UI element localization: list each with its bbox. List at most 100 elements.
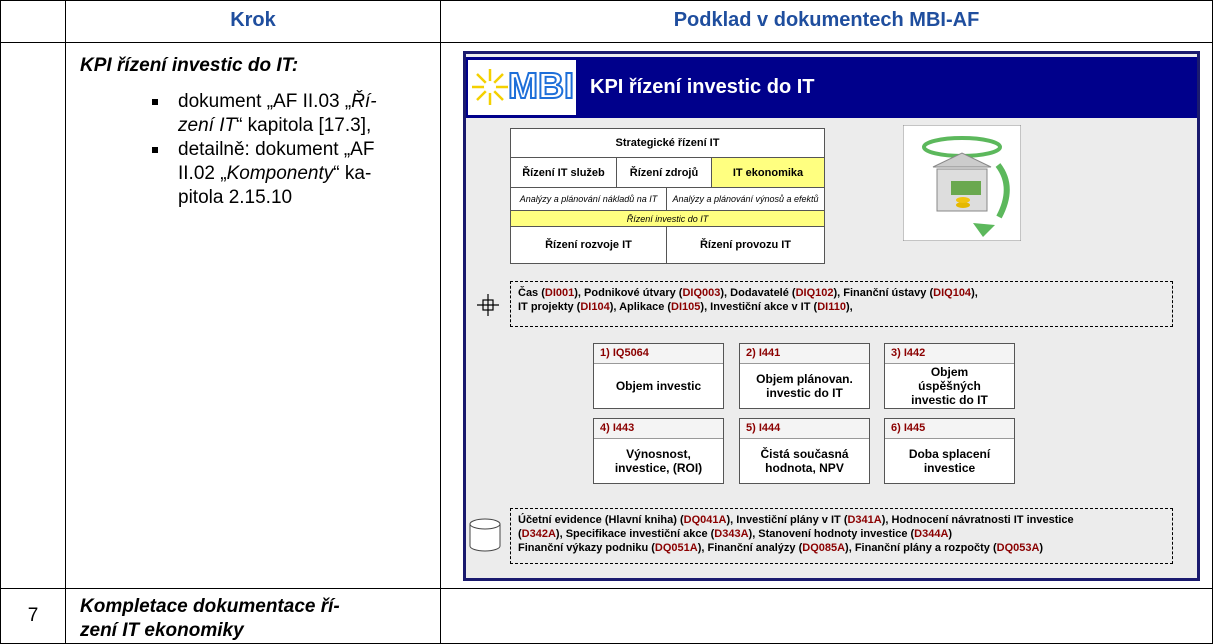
text-run: Komponenty [226, 163, 334, 184]
text-run: ), Investiční akce v IT ( [700, 301, 818, 313]
text-run: ), Podnikové útvary ( [574, 287, 683, 299]
text-run: D344A [914, 528, 949, 540]
cell [0, 0, 66, 43]
text-run: “ kapitola [17.3], [236, 115, 372, 136]
text-run: DQ085A [802, 542, 846, 554]
kpi-name: Výnosnost, investice, (ROI) [614, 447, 703, 475]
kpi-id: 5) I444 [740, 419, 869, 439]
diagram-cell: Řízení zdrojů [616, 157, 712, 188]
kpi-box: 1) IQ5064 Objem investic [593, 343, 724, 409]
text-run: Ří- [351, 91, 377, 112]
text-run: ), Dodavatelé ( [720, 287, 796, 299]
kpi-id: 2) I441 [740, 344, 869, 364]
diagram-cell: IT ekonomika [711, 157, 825, 188]
kpi-name: Doba splacení investice [908, 447, 991, 475]
kpi-id: 3) I442 [885, 344, 1014, 364]
text-run: DIQ104 [933, 287, 972, 299]
text-run: ) [948, 528, 953, 540]
diagram-cell: Analýzy a plánování nákladů na IT [510, 187, 667, 211]
text-run: ), [845, 301, 853, 313]
kpi-box: 6) I445 Doba splacení investice [884, 418, 1015, 484]
text-run: ), Hodnocení návratnosti IT investice [881, 514, 1074, 526]
text-run: dokument „AF II.03 „ [178, 91, 352, 112]
text-run: ), Finanční analýzy ( [697, 542, 803, 554]
kpi-box: 5) I444 Čistá současná hodnota, NPV [739, 418, 870, 484]
text-line: Finanční výkazy podniku (DQ051A), Finanč… [518, 542, 1043, 554]
text-run: ), Finanční ústavy ( [833, 287, 934, 299]
text-run: DIQ102 [795, 287, 834, 299]
text-run: ), Investiční plány v IT ( [726, 514, 848, 526]
kpi-id: 4) I443 [594, 419, 723, 439]
sun-icon [472, 69, 508, 105]
dimension-icon [477, 294, 499, 316]
diagram-cell: Strategické řízení IT [510, 128, 825, 158]
kpi-name: Objem úspěšných investic do IT [911, 365, 988, 407]
slide-title: KPI řízení investic do IT [590, 76, 815, 98]
investment-icon [903, 125, 1021, 241]
text-run: IT projekty ( [518, 301, 581, 313]
kpi-name: Objem plánovan. investic do IT [756, 372, 853, 400]
header: Podklad v dokumentech MBI-AF [673, 9, 980, 31]
text-line: IT projekty (DI104), Aplikace (DI105), I… [518, 301, 853, 313]
kpi-name: Objem investic [615, 379, 702, 393]
diagram-cell: Řízení rozvoje IT [510, 226, 667, 264]
text-run: “ ka- [333, 163, 372, 184]
text-run: ), Specifikace investiční akce ( [555, 528, 715, 540]
bullet-line: pitola 2.15.10 [178, 187, 292, 209]
text-run: D341A [847, 514, 882, 526]
text-run: DIQ003 [682, 287, 721, 299]
text-run: DQ053A [996, 542, 1040, 554]
sources-box [510, 508, 1173, 564]
bullet-line: zení IT“ kapitola [17.3], [178, 115, 371, 137]
kpi-name: Čistá současná hodnota, NPV [760, 447, 849, 475]
header: Krok [230, 9, 276, 31]
text-run: Finanční výkazy podniku ( [518, 542, 655, 554]
text-run: DQ051A [654, 542, 698, 554]
cell [440, 588, 1213, 644]
kpi-id: 1) IQ5064 [594, 344, 723, 364]
diagram: Strategické řízení IT Řízení IT služeb Říz… [510, 128, 825, 264]
kpi-box: 4) I443 Výnosnost, investice, (ROI) [593, 418, 724, 484]
text-run: DI104 [580, 301, 610, 313]
diagram-cell: Řízení IT služeb [510, 157, 617, 188]
text-run: II.02 „ [178, 163, 227, 184]
text-run: Čas ( [518, 287, 545, 299]
text-line: Čas (DI001), Podnikové útvary (DIQ003), … [518, 287, 978, 299]
slide [463, 51, 1200, 581]
bullet-marker [152, 99, 158, 105]
text-run: ) [1039, 542, 1044, 554]
diagram-cell: Řízení investic do IT [510, 210, 825, 227]
step-title: KPI řízení investic do IT: [80, 55, 299, 76]
text-run: D342A [521, 528, 556, 540]
text-run: Účetní evidence (Hlavní kniha) ( [518, 514, 684, 526]
text-line: Účetní evidence (Hlavní kniha) (DQ041A),… [518, 514, 1074, 526]
slide-header [466, 57, 1197, 118]
diagram-cell: Analýzy a plánování výnosů a efektů [666, 187, 825, 211]
text-run: ), Finanční plány a rozpočty ( [845, 542, 997, 554]
diagram-cell: Řízení provozu IT [666, 226, 825, 264]
step-title: zení IT ekonomiky [80, 620, 244, 641]
text-run: zení IT [178, 115, 237, 136]
text-run: DI001 [544, 287, 575, 299]
kpi-box: 3) I442 Objem úspěšných investic do IT [884, 343, 1015, 409]
bullet-line: II.02 „Komponenty“ ka- [178, 163, 371, 185]
row-number: 7 [27, 605, 39, 626]
logo: MBI [507, 64, 575, 107]
text-run: DI105 [671, 301, 701, 313]
text-run: DQ041A [683, 514, 727, 526]
text-run: ), Aplikace ( [609, 301, 672, 313]
text-run: D343A [714, 528, 749, 540]
text-line: (D342A), Specifikace investiční akce (D3… [518, 528, 952, 540]
text-run: ), [971, 287, 978, 299]
text-run: ), Stanovení hodnoty investice ( [748, 528, 915, 540]
bullet-line: detailně: dokument „AF [178, 139, 374, 161]
kpi-box: 2) I441 Objem plánovan. investic do IT [739, 343, 870, 409]
bullet-line: dokument „AF II.03 „Ří- [178, 91, 377, 113]
text-run: ( [518, 528, 522, 540]
text-run: DI110 [817, 301, 846, 313]
database-icon [469, 518, 501, 552]
bullet-marker [152, 147, 158, 153]
kpi-id: 6) I445 [885, 419, 1014, 439]
step-title: Kompletace dokumentace ří- [80, 596, 340, 617]
